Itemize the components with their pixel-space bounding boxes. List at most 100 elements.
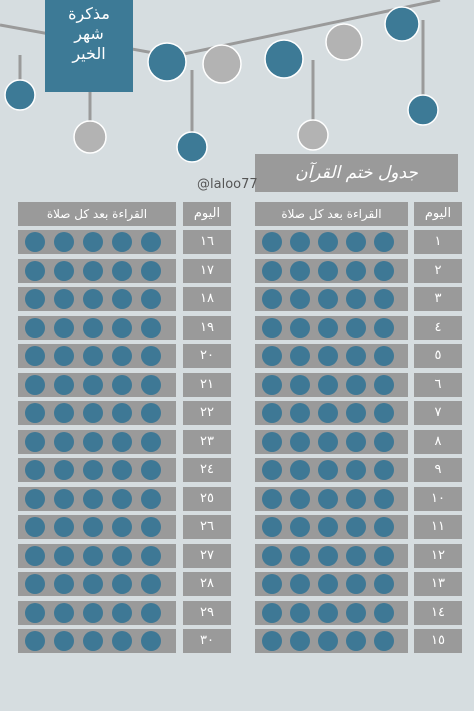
prayer-checkbox[interactable]: [25, 346, 45, 366]
prayer-checkbox[interactable]: [374, 546, 394, 566]
prayer-checkbox[interactable]: [25, 460, 45, 480]
prayer-checkbox[interactable]: [374, 517, 394, 537]
prayer-checkbox[interactable]: [374, 460, 394, 480]
prayer-checkbox[interactable]: [318, 289, 338, 309]
prayer-checkbox[interactable]: [25, 232, 45, 252]
prayer-checkbox[interactable]: [374, 574, 394, 594]
prayer-checkbox[interactable]: [83, 574, 103, 594]
prayer-checkbox[interactable]: [112, 546, 132, 566]
prayer-checkbox[interactable]: [374, 232, 394, 252]
prayer-checkbox[interactable]: [141, 261, 161, 281]
prayer-checkbox[interactable]: [141, 346, 161, 366]
prayer-checkbox[interactable]: [262, 403, 282, 423]
prayer-checkbox[interactable]: [83, 403, 103, 423]
prayer-checkbox[interactable]: [54, 574, 74, 594]
prayer-checkbox[interactable]: [374, 489, 394, 509]
prayer-checkbox[interactable]: [346, 603, 366, 623]
prayer-checkbox[interactable]: [346, 261, 366, 281]
prayer-checkbox[interactable]: [54, 232, 74, 252]
prayer-checkbox[interactable]: [83, 261, 103, 281]
prayer-checkbox[interactable]: [25, 517, 45, 537]
prayer-checkbox[interactable]: [83, 546, 103, 566]
prayer-checkbox[interactable]: [346, 346, 366, 366]
prayer-checkbox[interactable]: [112, 318, 132, 338]
prayer-checkbox[interactable]: [318, 460, 338, 480]
prayer-checkbox[interactable]: [290, 574, 310, 594]
prayer-checkbox[interactable]: [318, 375, 338, 395]
prayer-checkbox[interactable]: [374, 318, 394, 338]
prayer-checkbox[interactable]: [112, 289, 132, 309]
prayer-checkbox[interactable]: [83, 603, 103, 623]
prayer-checkbox[interactable]: [346, 546, 366, 566]
prayer-checkbox[interactable]: [54, 403, 74, 423]
prayer-checkbox[interactable]: [83, 517, 103, 537]
prayer-checkbox[interactable]: [112, 489, 132, 509]
prayer-checkbox[interactable]: [374, 261, 394, 281]
prayer-checkbox[interactable]: [346, 489, 366, 509]
prayer-checkbox[interactable]: [374, 603, 394, 623]
prayer-checkbox[interactable]: [25, 432, 45, 452]
prayer-checkbox[interactable]: [112, 232, 132, 252]
prayer-checkbox[interactable]: [318, 517, 338, 537]
prayer-checkbox[interactable]: [290, 232, 310, 252]
prayer-checkbox[interactable]: [54, 375, 74, 395]
prayer-checkbox[interactable]: [25, 574, 45, 594]
prayer-checkbox[interactable]: [262, 517, 282, 537]
prayer-checkbox[interactable]: [54, 432, 74, 452]
prayer-checkbox[interactable]: [318, 631, 338, 651]
prayer-checkbox[interactable]: [112, 375, 132, 395]
prayer-checkbox[interactable]: [262, 318, 282, 338]
prayer-checkbox[interactable]: [112, 460, 132, 480]
prayer-checkbox[interactable]: [83, 489, 103, 509]
prayer-checkbox[interactable]: [290, 318, 310, 338]
prayer-checkbox[interactable]: [141, 517, 161, 537]
prayer-checkbox[interactable]: [262, 603, 282, 623]
prayer-checkbox[interactable]: [25, 261, 45, 281]
prayer-checkbox[interactable]: [346, 432, 366, 452]
prayer-checkbox[interactable]: [83, 232, 103, 252]
prayer-checkbox[interactable]: [374, 375, 394, 395]
prayer-checkbox[interactable]: [83, 375, 103, 395]
prayer-checkbox[interactable]: [141, 432, 161, 452]
prayer-checkbox[interactable]: [290, 289, 310, 309]
prayer-checkbox[interactable]: [290, 517, 310, 537]
prayer-checkbox[interactable]: [83, 432, 103, 452]
prayer-checkbox[interactable]: [25, 603, 45, 623]
prayer-checkbox[interactable]: [318, 574, 338, 594]
prayer-checkbox[interactable]: [25, 375, 45, 395]
prayer-checkbox[interactable]: [318, 261, 338, 281]
prayer-checkbox[interactable]: [262, 546, 282, 566]
prayer-checkbox[interactable]: [290, 375, 310, 395]
prayer-checkbox[interactable]: [346, 289, 366, 309]
prayer-checkbox[interactable]: [262, 631, 282, 651]
prayer-checkbox[interactable]: [141, 460, 161, 480]
prayer-checkbox[interactable]: [25, 631, 45, 651]
prayer-checkbox[interactable]: [318, 346, 338, 366]
prayer-checkbox[interactable]: [318, 432, 338, 452]
prayer-checkbox[interactable]: [112, 517, 132, 537]
prayer-checkbox[interactable]: [262, 261, 282, 281]
prayer-checkbox[interactable]: [25, 318, 45, 338]
prayer-checkbox[interactable]: [290, 631, 310, 651]
prayer-checkbox[interactable]: [290, 489, 310, 509]
prayer-checkbox[interactable]: [25, 403, 45, 423]
prayer-checkbox[interactable]: [318, 232, 338, 252]
prayer-checkbox[interactable]: [83, 346, 103, 366]
prayer-checkbox[interactable]: [318, 603, 338, 623]
prayer-checkbox[interactable]: [25, 489, 45, 509]
prayer-checkbox[interactable]: [54, 318, 74, 338]
prayer-checkbox[interactable]: [54, 289, 74, 309]
prayer-checkbox[interactable]: [112, 631, 132, 651]
prayer-checkbox[interactable]: [25, 546, 45, 566]
prayer-checkbox[interactable]: [262, 460, 282, 480]
prayer-checkbox[interactable]: [141, 318, 161, 338]
prayer-checkbox[interactable]: [83, 631, 103, 651]
prayer-checkbox[interactable]: [374, 403, 394, 423]
prayer-checkbox[interactable]: [346, 318, 366, 338]
prayer-checkbox[interactable]: [262, 346, 282, 366]
prayer-checkbox[interactable]: [290, 403, 310, 423]
prayer-checkbox[interactable]: [346, 517, 366, 537]
prayer-checkbox[interactable]: [83, 318, 103, 338]
prayer-checkbox[interactable]: [141, 232, 161, 252]
prayer-checkbox[interactable]: [374, 346, 394, 366]
